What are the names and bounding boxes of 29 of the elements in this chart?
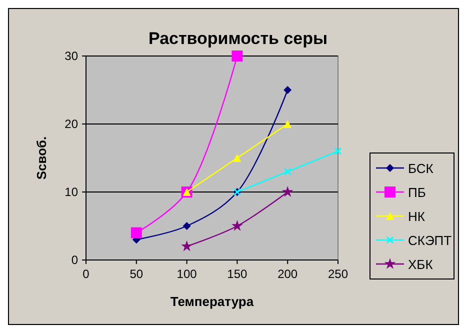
- y-tick-label: 10: [64, 185, 78, 199]
- legend-label: СКЭПТ: [408, 233, 452, 248]
- x-tick-label: 250: [328, 267, 348, 281]
- point: [181, 240, 192, 252]
- x-tick-label: 0: [82, 267, 90, 281]
- point: [182, 222, 191, 230]
- point: [334, 147, 342, 155]
- y-tick-label: 20: [64, 117, 78, 131]
- point: [284, 120, 292, 128]
- point: [282, 186, 294, 197]
- legend-label: НК: [408, 209, 426, 224]
- y-tick-label: 0: [71, 253, 78, 267]
- y-axis-title: Sсвоб.: [34, 136, 49, 180]
- legend-label: ХБК: [408, 257, 434, 272]
- chart-title: Растворимость серы: [148, 29, 328, 48]
- x-axis-title: Температура: [170, 294, 254, 309]
- legend-label: БСК: [408, 161, 434, 176]
- point: [284, 86, 292, 94]
- x-tick-label: 200: [278, 267, 298, 281]
- point: [284, 168, 292, 176]
- point: [130, 227, 142, 238]
- x-tick-label: 150: [227, 267, 248, 281]
- point: [232, 50, 243, 62]
- legend-label: ПБ: [408, 185, 426, 200]
- y-tick-label: 30: [64, 49, 78, 63]
- point: [232, 220, 243, 231]
- point: [233, 154, 242, 162]
- x-tick-label: 50: [130, 267, 144, 281]
- x-tick-label: 100: [176, 267, 198, 281]
